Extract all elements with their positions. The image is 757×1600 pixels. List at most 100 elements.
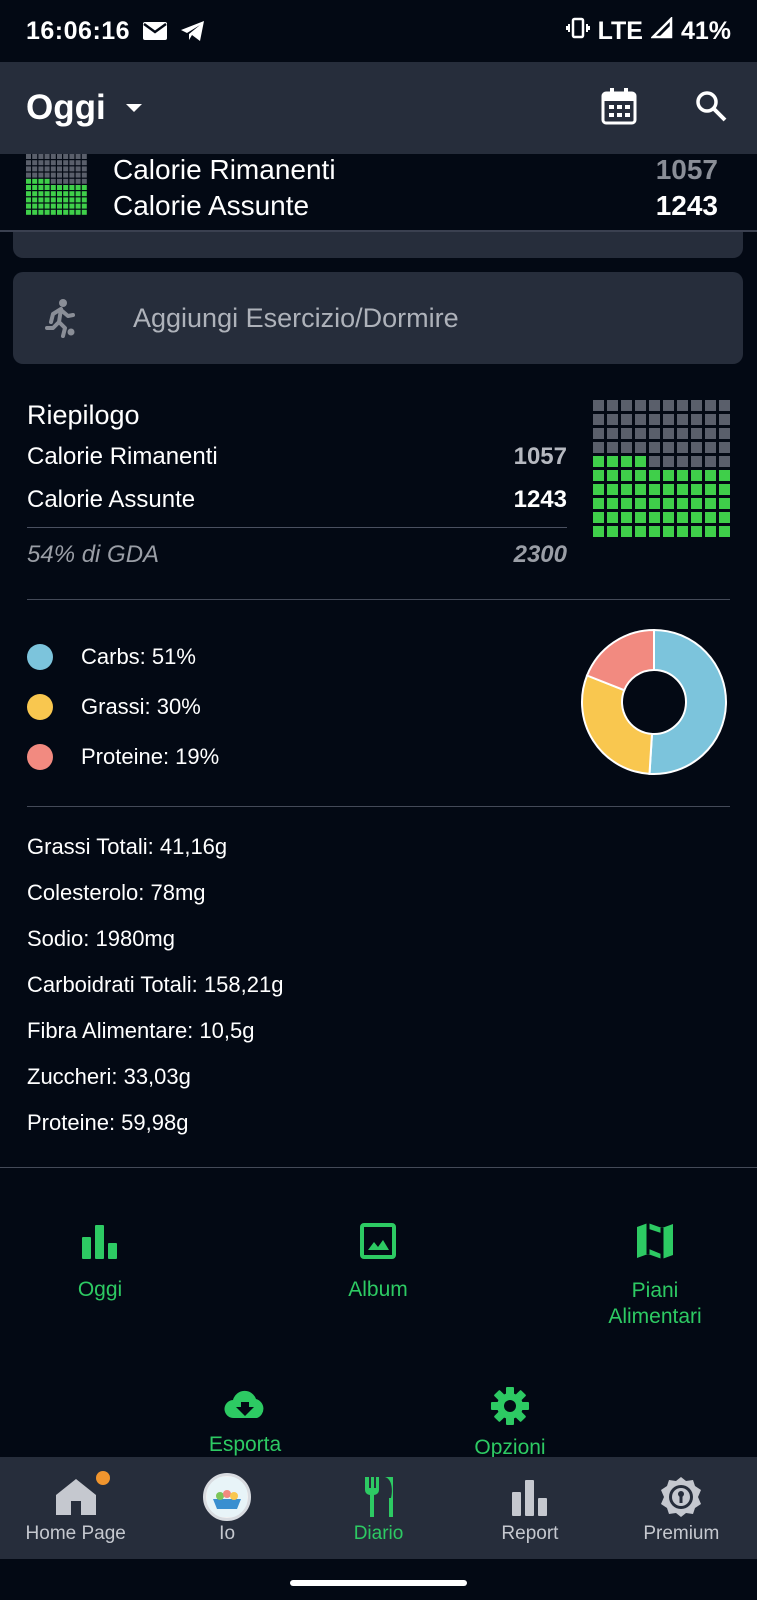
tab-report[interactable]: Report bbox=[454, 1457, 605, 1559]
grid-cell bbox=[57, 166, 62, 172]
grid-cell bbox=[81, 160, 87, 166]
home-icon bbox=[54, 1471, 98, 1523]
grid-cell bbox=[705, 526, 716, 537]
grid-cell bbox=[663, 484, 674, 495]
grid-cell bbox=[69, 203, 75, 209]
grid-cell bbox=[635, 470, 646, 481]
shortcut-today[interactable]: Oggi bbox=[50, 1214, 150, 1302]
nutrient-item: Zuccheri: 33,03g bbox=[27, 1064, 191, 1089]
dropdown-caret-icon[interactable] bbox=[124, 102, 144, 114]
shortcut-album[interactable]: Album bbox=[328, 1214, 428, 1302]
grid-cell bbox=[26, 172, 31, 178]
calorie-progress-grid bbox=[593, 400, 730, 537]
legend-label-proteins: Proteine: 19% bbox=[81, 744, 220, 769]
grid-cell bbox=[81, 178, 87, 184]
tab-home[interactable]: Home Page bbox=[0, 1457, 151, 1559]
grid-cell bbox=[69, 197, 75, 203]
summary-remaining-label: Calorie Rimanenti bbox=[27, 443, 218, 470]
grid-cell bbox=[81, 172, 87, 178]
section-divider bbox=[27, 806, 730, 807]
summary-gda-row: 54% di GDA 2300 bbox=[27, 541, 567, 569]
grid-cell bbox=[81, 197, 87, 203]
grid-cell bbox=[63, 209, 69, 215]
image-icon bbox=[360, 1214, 396, 1268]
telegram-icon bbox=[180, 20, 206, 42]
grid-cell bbox=[607, 512, 618, 523]
grid-cell bbox=[663, 400, 674, 411]
grid-cell bbox=[607, 414, 618, 425]
grid-cell bbox=[691, 484, 702, 495]
app-bar: Oggi bbox=[0, 62, 757, 154]
gesture-bar bbox=[0, 1559, 757, 1600]
grid-cell bbox=[677, 414, 688, 425]
grid-cell bbox=[719, 456, 730, 467]
calorie-progress-grid-small bbox=[26, 154, 87, 215]
grid-cell bbox=[50, 191, 56, 197]
shortcut-meal-plans[interactable]: Piani Alimentari bbox=[585, 1214, 725, 1330]
grid-cell bbox=[649, 512, 660, 523]
grid-cell bbox=[719, 526, 730, 537]
grid-cell bbox=[593, 414, 604, 425]
grid-cell bbox=[69, 154, 75, 159]
grid-cell bbox=[63, 197, 69, 203]
grid-cell bbox=[593, 428, 604, 439]
section-divider bbox=[0, 1167, 757, 1168]
grid-cell bbox=[75, 203, 81, 209]
donut-slice-proteins bbox=[585, 628, 655, 692]
grid-cell bbox=[38, 197, 44, 203]
grid-cell bbox=[32, 166, 38, 172]
grid-cell bbox=[649, 414, 660, 425]
grid-cell bbox=[38, 166, 44, 172]
grid-cell bbox=[75, 197, 81, 203]
summary-section: Riepilogo Calorie Rimanenti 1057 Calorie… bbox=[27, 400, 567, 568]
grid-cell bbox=[649, 456, 660, 467]
tab-premium-label: Premium bbox=[643, 1523, 720, 1544]
grid-cell bbox=[705, 456, 716, 467]
tab-premium[interactable]: Premium bbox=[606, 1457, 757, 1559]
grid-cell bbox=[705, 414, 716, 425]
search-icon[interactable] bbox=[695, 90, 727, 127]
summary-consumed-value: 1243 bbox=[513, 486, 567, 513]
grid-cell bbox=[705, 470, 716, 481]
grid-cell bbox=[57, 191, 62, 197]
tab-diary[interactable]: Diario bbox=[303, 1457, 454, 1559]
gear-icon bbox=[490, 1386, 530, 1426]
grid-cell bbox=[63, 172, 69, 178]
grid-cell bbox=[63, 154, 69, 159]
grid-cell bbox=[593, 512, 604, 523]
tab-me[interactable]: Io bbox=[151, 1457, 302, 1559]
grid-cell bbox=[621, 456, 632, 467]
nutrient-item: Sodio: 1980mg bbox=[27, 926, 175, 951]
grid-cell bbox=[677, 526, 688, 537]
summary-heading: Riepilogo bbox=[27, 400, 140, 430]
grid-cell bbox=[57, 185, 62, 190]
cloud-download-icon bbox=[224, 1386, 266, 1423]
network-label: LTE bbox=[597, 16, 643, 45]
grid-cell bbox=[44, 191, 50, 197]
add-exercise-button[interactable]: Aggiungi Esercizio/Dormire bbox=[13, 272, 743, 364]
grid-cell bbox=[663, 512, 674, 523]
grid-cell bbox=[705, 512, 716, 523]
grid-cell bbox=[69, 185, 75, 190]
map-icon bbox=[635, 1214, 675, 1268]
grid-cell bbox=[50, 172, 56, 178]
summary-consumed-label: Calorie Assunte bbox=[27, 486, 196, 513]
shortcut-export[interactable]: Esporta bbox=[195, 1386, 295, 1457]
legend-dot-proteins bbox=[27, 744, 53, 770]
grid-cell bbox=[649, 484, 660, 495]
gesture-handle[interactable] bbox=[290, 1580, 467, 1586]
sticky-remaining-label: Calorie Rimanenti bbox=[113, 154, 336, 185]
grid-cell bbox=[593, 470, 604, 481]
summary-divider bbox=[27, 527, 567, 528]
grid-cell bbox=[50, 154, 56, 159]
date-selector-title[interactable]: Oggi bbox=[26, 88, 106, 127]
grid-cell bbox=[50, 178, 56, 184]
grid-cell bbox=[50, 197, 56, 203]
shortcut-options[interactable]: Opzioni bbox=[460, 1386, 560, 1457]
grid-cell bbox=[593, 498, 604, 509]
grid-cell bbox=[57, 172, 62, 178]
grid-cell bbox=[81, 154, 87, 159]
calendar-icon[interactable] bbox=[601, 87, 637, 130]
summary-gda-value: 2300 bbox=[513, 541, 567, 568]
grid-cell bbox=[677, 428, 688, 439]
